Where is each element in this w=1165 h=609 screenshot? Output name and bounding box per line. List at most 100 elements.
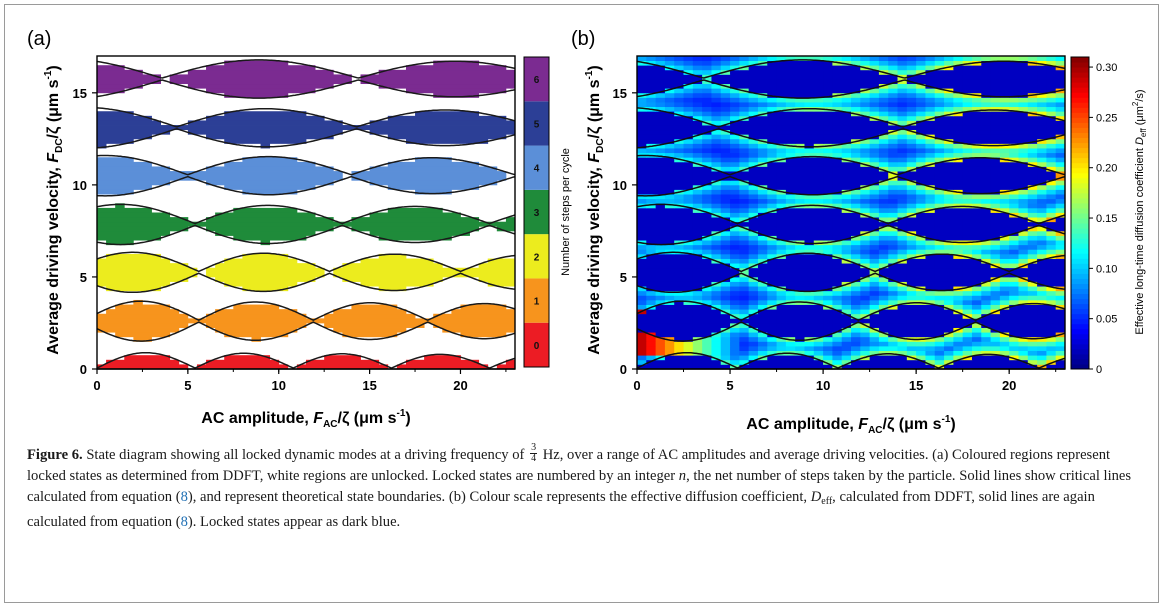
heat-cell [1027,304,1038,310]
heat-cell [990,180,1001,186]
heat-cell [637,115,647,121]
heat-cell [990,161,1001,167]
heat-cell [832,276,843,282]
heat-cell [934,203,945,209]
heat-cell [1027,244,1038,250]
heat-cell [962,318,973,324]
equation-reference-link[interactable]: 8 [180,514,188,531]
heat-cell [999,125,1010,131]
heat-cell [692,157,703,163]
heat-cell [748,281,759,287]
heat-cell [730,249,740,255]
state-cell [97,143,107,149]
equation-reference-link[interactable]: 8 [180,488,188,505]
heat-cell [637,281,647,287]
heat-cell [730,341,740,347]
heat-cell [664,60,675,66]
heat-cell [1055,364,1066,370]
heat-cell [860,83,871,89]
heat-cell [888,69,898,75]
heat-cell [637,341,647,347]
heat-cell [916,194,926,200]
heat-cell [832,332,843,338]
heat-cell [878,313,889,319]
heat-cell [1018,249,1029,255]
heat-cell [1046,106,1057,112]
heat-cell [860,295,871,301]
heat-cell [869,184,880,190]
heat-cell [730,286,740,292]
state-cell [351,171,507,177]
colorbar-tick-label: 0 [534,341,540,352]
heat-cell [739,318,750,324]
heat-cell [702,276,712,282]
heat-cell [981,304,991,310]
heat-cell [804,322,815,328]
heat-cell [1009,263,1019,269]
heat-cell [832,263,843,269]
heat-cell [878,350,889,356]
heat-cell [683,295,694,301]
heat-cell [999,148,1010,154]
heat-cell [767,194,777,200]
heat-cell [990,111,1001,117]
heat-cell [897,129,908,135]
heat-cell [739,217,750,223]
heat-cell [1027,258,1038,264]
heat-cell [1027,322,1038,328]
critical-line [636,175,1066,197]
heat-cell [878,249,889,255]
heat-cell [888,249,898,255]
heat-cell [757,79,768,85]
state-cell [405,88,507,94]
heat-cell [1046,322,1057,328]
heat-cell [748,97,759,103]
heat-cell [888,125,898,131]
heat-cell [767,258,777,264]
heat-cell [878,212,889,218]
heat-cell [869,88,880,94]
heat-cell [897,138,908,144]
heat-cell [860,345,871,351]
heat-cell [674,217,684,223]
heat-cell [897,56,908,62]
heat-cell [878,253,889,259]
heat-cell [767,364,777,370]
heat-cell [925,240,936,246]
heat-cell [757,74,768,80]
heat-cell [906,157,917,163]
heat-cell [739,60,750,66]
heat-cell [981,134,991,140]
state-cell [97,88,125,94]
state-cell [224,258,298,264]
heat-cell [934,267,945,273]
heat-cell [748,304,759,310]
heat-cell [795,194,805,200]
heat-cell [813,92,824,98]
heat-cell [953,345,964,351]
heat-cell [878,309,889,315]
heat-cell [851,345,861,351]
heat-cell [776,299,787,305]
heat-cell [906,276,917,282]
heat-cell [953,258,964,264]
state-cell [97,189,134,195]
heat-cell [962,286,973,292]
heat-cell [637,129,647,135]
heat-cell [906,244,917,250]
heat-cell [785,56,796,62]
heat-cell [1009,309,1019,315]
heat-cell [1055,69,1066,75]
heat-cell [720,120,731,126]
heat-cell [878,180,889,186]
heat-cell [953,322,964,328]
panel-b-diffusion-heatmap [637,56,1066,370]
heat-cell [962,180,973,186]
heat-cell [1009,207,1019,213]
heat-cell [757,129,768,135]
heat-cell [869,198,880,204]
heat-cell [925,175,936,181]
heat-cell [841,60,852,66]
heat-cell [748,272,759,278]
